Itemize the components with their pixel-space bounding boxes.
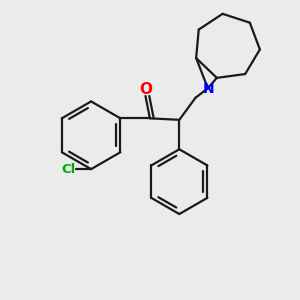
Text: N: N <box>203 82 214 96</box>
Text: O: O <box>139 82 152 97</box>
Text: Cl: Cl <box>61 163 76 176</box>
